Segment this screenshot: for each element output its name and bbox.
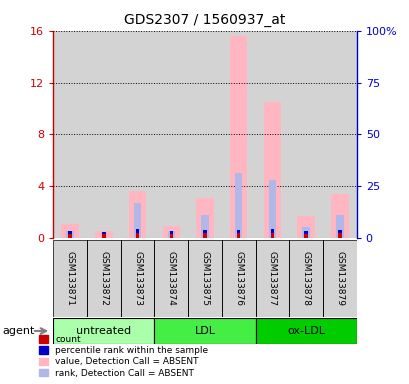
Text: agent: agent (2, 326, 34, 336)
Text: untreated: untreated (76, 326, 131, 336)
Bar (337, 233, 341, 238)
Text: GSM133877: GSM133877 (267, 251, 276, 306)
Bar (270, 233, 274, 238)
FancyBboxPatch shape (289, 240, 322, 317)
Bar (330, 194, 348, 238)
Bar (255, 31, 289, 238)
Bar (167, 231, 175, 238)
Text: ox-LDL: ox-LDL (286, 326, 324, 336)
Bar (95, 231, 112, 238)
Bar (128, 191, 146, 238)
FancyBboxPatch shape (255, 318, 356, 344)
Text: GSM133873: GSM133873 (133, 251, 142, 306)
Text: GSM133876: GSM133876 (234, 251, 243, 306)
Bar (335, 215, 343, 238)
Bar (120, 31, 154, 238)
Bar (304, 234, 307, 238)
Bar (196, 198, 213, 238)
Bar (87, 31, 120, 238)
Bar (322, 31, 356, 238)
Title: GDS2307 / 1560937_at: GDS2307 / 1560937_at (124, 13, 285, 27)
FancyBboxPatch shape (87, 240, 120, 317)
Bar (68, 231, 72, 234)
Bar (203, 233, 206, 238)
Bar (135, 233, 139, 238)
Text: LDL: LDL (194, 326, 215, 336)
Bar (135, 229, 139, 233)
Bar (234, 173, 242, 238)
Bar (236, 230, 240, 233)
Bar (236, 233, 240, 238)
Bar (221, 31, 255, 238)
Bar (297, 216, 314, 238)
Bar (66, 231, 74, 238)
Bar (162, 227, 180, 238)
Text: GSM133879: GSM133879 (335, 251, 344, 306)
Bar (268, 180, 275, 238)
Bar (304, 231, 307, 234)
Bar (134, 203, 141, 238)
Bar (68, 234, 72, 238)
Bar (263, 102, 281, 238)
Text: GSM133875: GSM133875 (200, 251, 209, 306)
Bar (201, 215, 208, 238)
Bar (337, 230, 341, 233)
FancyBboxPatch shape (154, 240, 188, 317)
Bar (102, 235, 105, 238)
FancyBboxPatch shape (154, 318, 255, 344)
FancyBboxPatch shape (53, 318, 154, 344)
FancyBboxPatch shape (188, 240, 221, 317)
Text: GSM133871: GSM133871 (65, 251, 74, 306)
Text: GSM133874: GSM133874 (166, 251, 175, 306)
FancyBboxPatch shape (120, 240, 154, 317)
FancyBboxPatch shape (53, 240, 87, 317)
Bar (53, 31, 87, 238)
Text: GSM133872: GSM133872 (99, 251, 108, 306)
Bar (169, 231, 173, 234)
Bar (289, 31, 322, 238)
FancyBboxPatch shape (322, 240, 356, 317)
Text: GSM133878: GSM133878 (301, 251, 310, 306)
Bar (102, 232, 105, 235)
Bar (302, 227, 309, 238)
Bar (270, 229, 274, 233)
Legend: count, percentile rank within the sample, value, Detection Call = ABSENT, rank, : count, percentile rank within the sample… (37, 333, 210, 379)
FancyBboxPatch shape (221, 240, 255, 317)
FancyBboxPatch shape (255, 240, 289, 317)
Bar (203, 230, 206, 233)
Bar (229, 36, 247, 238)
Bar (154, 31, 188, 238)
Bar (169, 234, 173, 238)
Bar (61, 224, 79, 238)
Bar (188, 31, 221, 238)
